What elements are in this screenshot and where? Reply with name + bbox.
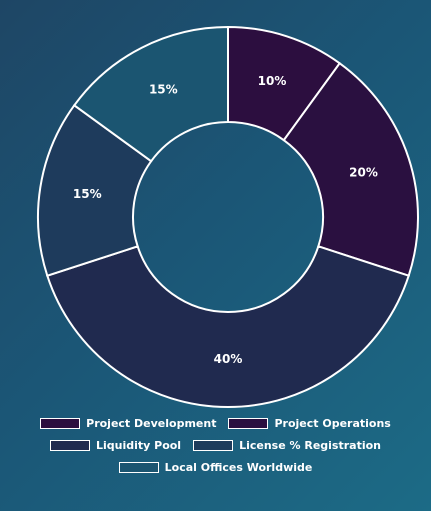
slice-label-license-registration: 15% <box>73 187 102 201</box>
legend-label: License % Registration <box>239 438 382 452</box>
chart-legend: Project Development Project Operations Liq… <box>0 412 431 478</box>
legend-row-3: Local Offices Worldwide <box>0 456 431 478</box>
legend-item-license-registration: License % Registration <box>193 439 381 452</box>
legend-swatch <box>40 417 81 429</box>
legend-label: Liquidity Pool <box>95 438 182 452</box>
legend-row-2: Liquidity Pool License % Registration <box>0 434 431 456</box>
slice-liquidity-pool <box>46 245 410 408</box>
slice-labels-group: 10% 20% 40% 15% 15% <box>73 74 378 366</box>
slices-group <box>37 25 419 408</box>
slice-local-offices-worldwide <box>72 25 229 163</box>
legend-label: Local Offices Worldwide <box>164 460 313 474</box>
slice-label-project-development: 10% <box>258 74 287 88</box>
legend-item-project-operations: Project Operations <box>228 416 391 430</box>
legend-label: Project Development <box>86 416 217 430</box>
legend-item-local-offices-worldwide: Local Offices Worldwide <box>118 460 313 474</box>
legend-swatch <box>193 439 234 451</box>
slice-label-liquidity-pool: 40% <box>214 352 243 366</box>
legend-label: Project Operations <box>274 416 391 430</box>
slice-label-local-offices-worldwide: 15% <box>149 83 178 97</box>
legend-item-liquidity-pool: Liquidity Pool <box>49 438 182 452</box>
legend-item-project-development: Project Development <box>40 417 216 430</box>
legend-swatch <box>118 461 159 473</box>
legend-row-1: Project Development Project Operations <box>0 412 431 434</box>
slice-label-project-operations: 20% <box>349 165 378 179</box>
legend-swatch <box>49 439 90 451</box>
legend-swatch <box>228 417 269 429</box>
slice-project-operations <box>282 61 419 277</box>
